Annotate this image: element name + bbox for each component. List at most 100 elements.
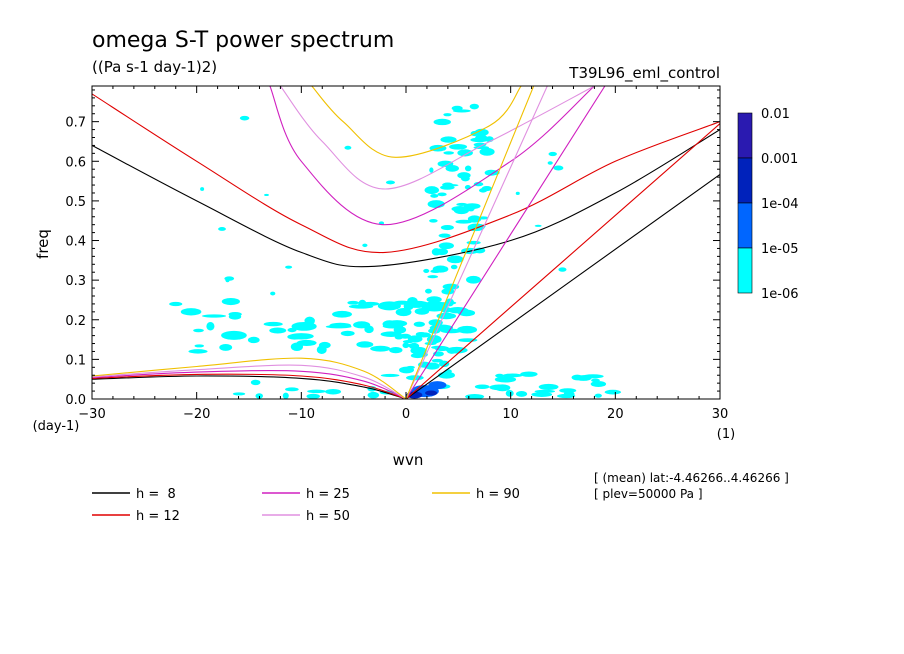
power-contour — [473, 181, 484, 187]
x-tick-label: −10 — [288, 407, 315, 422]
power-contour — [408, 342, 420, 350]
power-contour — [332, 310, 353, 318]
power-contour — [307, 389, 326, 394]
power-contour — [306, 393, 320, 399]
y-axis-label: freq — [34, 229, 52, 259]
power-contour — [407, 296, 418, 306]
power-contour — [428, 381, 447, 390]
kelvin-curve-h50 — [405, 86, 548, 399]
power-contour — [431, 358, 443, 363]
power-contour — [441, 288, 455, 295]
legend-label: h = 90 — [476, 487, 520, 502]
power-contour — [505, 389, 514, 397]
legend: h = 8 h = 12 h = 25 h = 50 h = 90 — [92, 487, 520, 524]
power-contour — [494, 384, 511, 392]
power-contour — [282, 392, 289, 399]
power-contour — [449, 259, 454, 262]
power-contour — [180, 308, 202, 316]
power-contour — [457, 149, 473, 157]
power-contour — [247, 336, 260, 344]
power-contour — [436, 312, 457, 320]
plot-area: −30 −20 −10 0 10 20 30 0.0 0.1 0.2 0.3 0.4 0.5 0.6 0.7 — [65, 85, 728, 422]
x-tick-label: −20 — [183, 407, 210, 422]
power-contour — [604, 389, 621, 395]
power-contour — [399, 333, 412, 339]
power-contour — [495, 377, 512, 382]
power-contour — [370, 345, 391, 352]
rossby-n1-curve-h90 — [92, 357, 407, 399]
power-contour — [362, 243, 368, 248]
power-contour — [413, 321, 426, 327]
power-contour — [426, 296, 442, 303]
run-name: T39L96_eml_control — [568, 64, 720, 83]
power-contour — [406, 365, 415, 369]
power-contour — [451, 105, 463, 111]
power-contour — [425, 288, 432, 294]
power-contour — [538, 383, 559, 390]
power-contour — [356, 341, 374, 348]
chart-title: omega S-T power spectrum — [92, 28, 394, 53]
power-contour — [221, 330, 247, 340]
inertia-gravity-n1-curve-h8 — [92, 129, 720, 268]
power-contour — [457, 172, 471, 179]
power-contour — [474, 384, 490, 390]
power-contour — [318, 341, 331, 349]
power-contour — [453, 207, 469, 215]
x-tick-label: 20 — [607, 407, 624, 422]
legend-label: h = 8 — [136, 487, 176, 502]
spectral-power-contours — [169, 103, 621, 399]
power-contour — [466, 275, 481, 284]
power-contour — [547, 161, 553, 165]
power-contour — [429, 219, 438, 223]
power-contour — [515, 191, 520, 196]
rossby-n1-curve-h50 — [92, 364, 407, 399]
x-axis-label: wvn — [393, 451, 424, 469]
rossby-n1-curve-h8 — [92, 375, 407, 399]
power-contour — [495, 373, 504, 378]
power-contour — [325, 388, 342, 395]
colorbar: 0.01 0.001 1e-04 1e-05 1e-06 — [737, 107, 799, 302]
power-contour — [285, 265, 293, 269]
power-contour — [447, 184, 459, 187]
power-contour — [188, 349, 208, 354]
power-contour — [414, 308, 430, 315]
power-contour — [425, 390, 438, 396]
power-contour — [582, 374, 604, 379]
power-contour — [438, 360, 450, 368]
power-contour — [438, 233, 451, 238]
power-contour — [479, 147, 495, 156]
power-contour — [594, 393, 602, 398]
legend-label: h = 12 — [136, 509, 180, 524]
power-contour — [432, 265, 449, 273]
y-tick-label: 0.3 — [65, 274, 86, 289]
power-contour — [456, 202, 468, 207]
power-contour — [553, 165, 564, 171]
annotation-plev: [ plev=50000 Pa ] — [594, 487, 703, 501]
power-contour — [435, 248, 449, 256]
kelvin-curve-h8 — [405, 173, 720, 399]
power-contour — [466, 240, 481, 245]
colorbar-swatch — [737, 157, 753, 204]
inertia-gravity-n1-curve-h25 — [269, 86, 595, 226]
power-contour — [406, 391, 423, 399]
power-contour — [427, 275, 439, 279]
inertia-gravity-n1-curve-h50 — [279, 86, 595, 190]
power-contour — [219, 343, 233, 351]
power-contour — [557, 393, 576, 399]
power-contour — [446, 255, 464, 264]
power-contour — [470, 137, 489, 143]
power-contour — [456, 325, 478, 334]
power-contour — [440, 328, 462, 334]
power-contour — [467, 203, 475, 212]
x-tick-label: −30 — [78, 407, 105, 422]
y-tick-label: 0.7 — [65, 116, 86, 131]
power-contour — [364, 325, 374, 334]
colorbar-swatch — [737, 202, 753, 249]
power-contour — [424, 186, 440, 195]
power-contour — [438, 242, 454, 250]
power-contour — [200, 187, 205, 191]
colorbar-label: 0.001 — [761, 152, 798, 167]
power-contour — [194, 344, 205, 348]
inertia-gravity-n1-curve-h12 — [92, 93, 720, 253]
